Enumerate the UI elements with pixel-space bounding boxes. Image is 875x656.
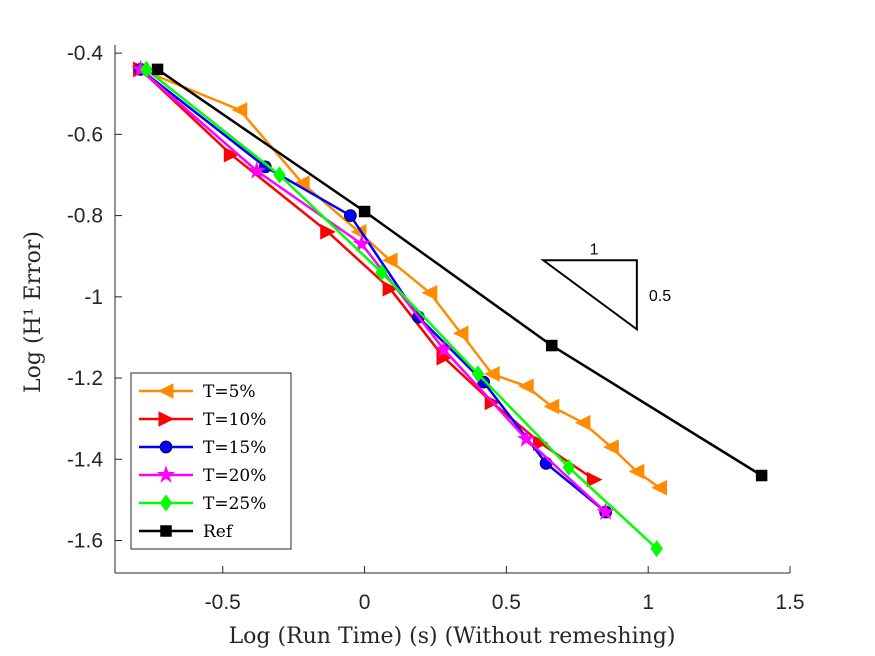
data-point [596, 502, 615, 520]
x-tick-label: -0.5 [205, 591, 241, 614]
series-t-25 [139, 60, 663, 558]
legend-label: T=25% [203, 494, 266, 514]
legend-marker [159, 440, 173, 454]
legend-label: T=15% [203, 438, 266, 458]
data-point [546, 339, 558, 352]
legend-marker [156, 465, 176, 483]
series-line [145, 68, 658, 550]
slope-triangle-shape [540, 259, 638, 332]
legend: T=5% T=10% T=15% T=20% T=25% Ref [130, 372, 292, 550]
legend-label: Ref [203, 522, 234, 542]
data-point [452, 325, 469, 342]
data-point [320, 224, 336, 240]
series-t-20 [131, 59, 615, 520]
legend-item: Ref [139, 522, 234, 542]
data-point [352, 234, 371, 252]
legend-marker [157, 383, 174, 399]
data-point [471, 365, 485, 383]
data-point [651, 479, 668, 496]
data-point [628, 463, 645, 480]
x-tick-label: 1.5 [775, 591, 804, 614]
series-line [140, 68, 661, 489]
legend-item: T=10% [139, 410, 266, 430]
data-point [382, 280, 399, 297]
data-point [574, 414, 591, 431]
y-tick-label: -1.6 [67, 530, 103, 553]
series-t-5 [132, 61, 668, 496]
data-point [381, 252, 398, 269]
data-point [562, 458, 575, 476]
legend-label: T=5% [203, 382, 256, 402]
data-point [755, 469, 768, 482]
axes: -0.5 0 0.5 1 1.5 -0.4 -0.6 -0.8 -1 -1.2 -1.4 -1.6 [67, 42, 805, 614]
data-point [484, 366, 500, 382]
y-tick-label: -1.2 [67, 367, 103, 390]
data-point [273, 166, 286, 184]
data-point [434, 340, 454, 358]
data-point [517, 429, 536, 447]
y-tick-label: -1 [84, 286, 103, 309]
series-ref [151, 63, 768, 482]
legend-marker [159, 494, 173, 512]
data-point [586, 471, 603, 488]
slope-rise-label: 0.5 [649, 288, 671, 305]
legend-marker [158, 411, 175, 427]
x-tick-label: 0 [359, 591, 371, 614]
data-point [344, 209, 357, 222]
data-point [231, 102, 248, 118]
data-point [603, 439, 619, 455]
y-tick-label: -0.8 [67, 205, 103, 228]
x-tick-label: 1 [642, 591, 654, 614]
data-point [139, 60, 153, 78]
slope-triangle: 10.5 [540, 241, 671, 332]
legend-label: T=20% [203, 466, 266, 486]
data-point [518, 378, 534, 394]
y-tick-label: -0.4 [67, 42, 104, 65]
series-line [156, 68, 763, 477]
legend-marker [160, 525, 172, 537]
y-tick-label: -1.4 [67, 448, 104, 471]
x-tick-label: 0.5 [492, 591, 521, 614]
legend-item: T=5% [139, 382, 256, 402]
data-point [650, 540, 663, 558]
y-tick-label: -0.6 [67, 123, 103, 146]
series-line [139, 68, 607, 514]
data-point [543, 398, 560, 415]
legend-item: T=25% [139, 494, 266, 514]
data-point [421, 284, 438, 301]
data-point [151, 63, 164, 76]
data-point [358, 205, 371, 218]
legend-item: T=20% [139, 465, 266, 486]
slope-run-label: 1 [590, 241, 599, 258]
legend-label: T=10% [203, 410, 266, 430]
data-point [539, 456, 553, 470]
series-layer [131, 59, 768, 558]
x-axis-label: Log (Run Time) (s) (Without remeshing) [229, 624, 676, 649]
data-point [247, 161, 266, 179]
data-point [375, 263, 388, 281]
data-point [223, 146, 240, 163]
legend-item: T=15% [139, 438, 266, 458]
legend-box [130, 372, 292, 550]
y-axis-label: Log (H¹ Error) [21, 231, 46, 393]
